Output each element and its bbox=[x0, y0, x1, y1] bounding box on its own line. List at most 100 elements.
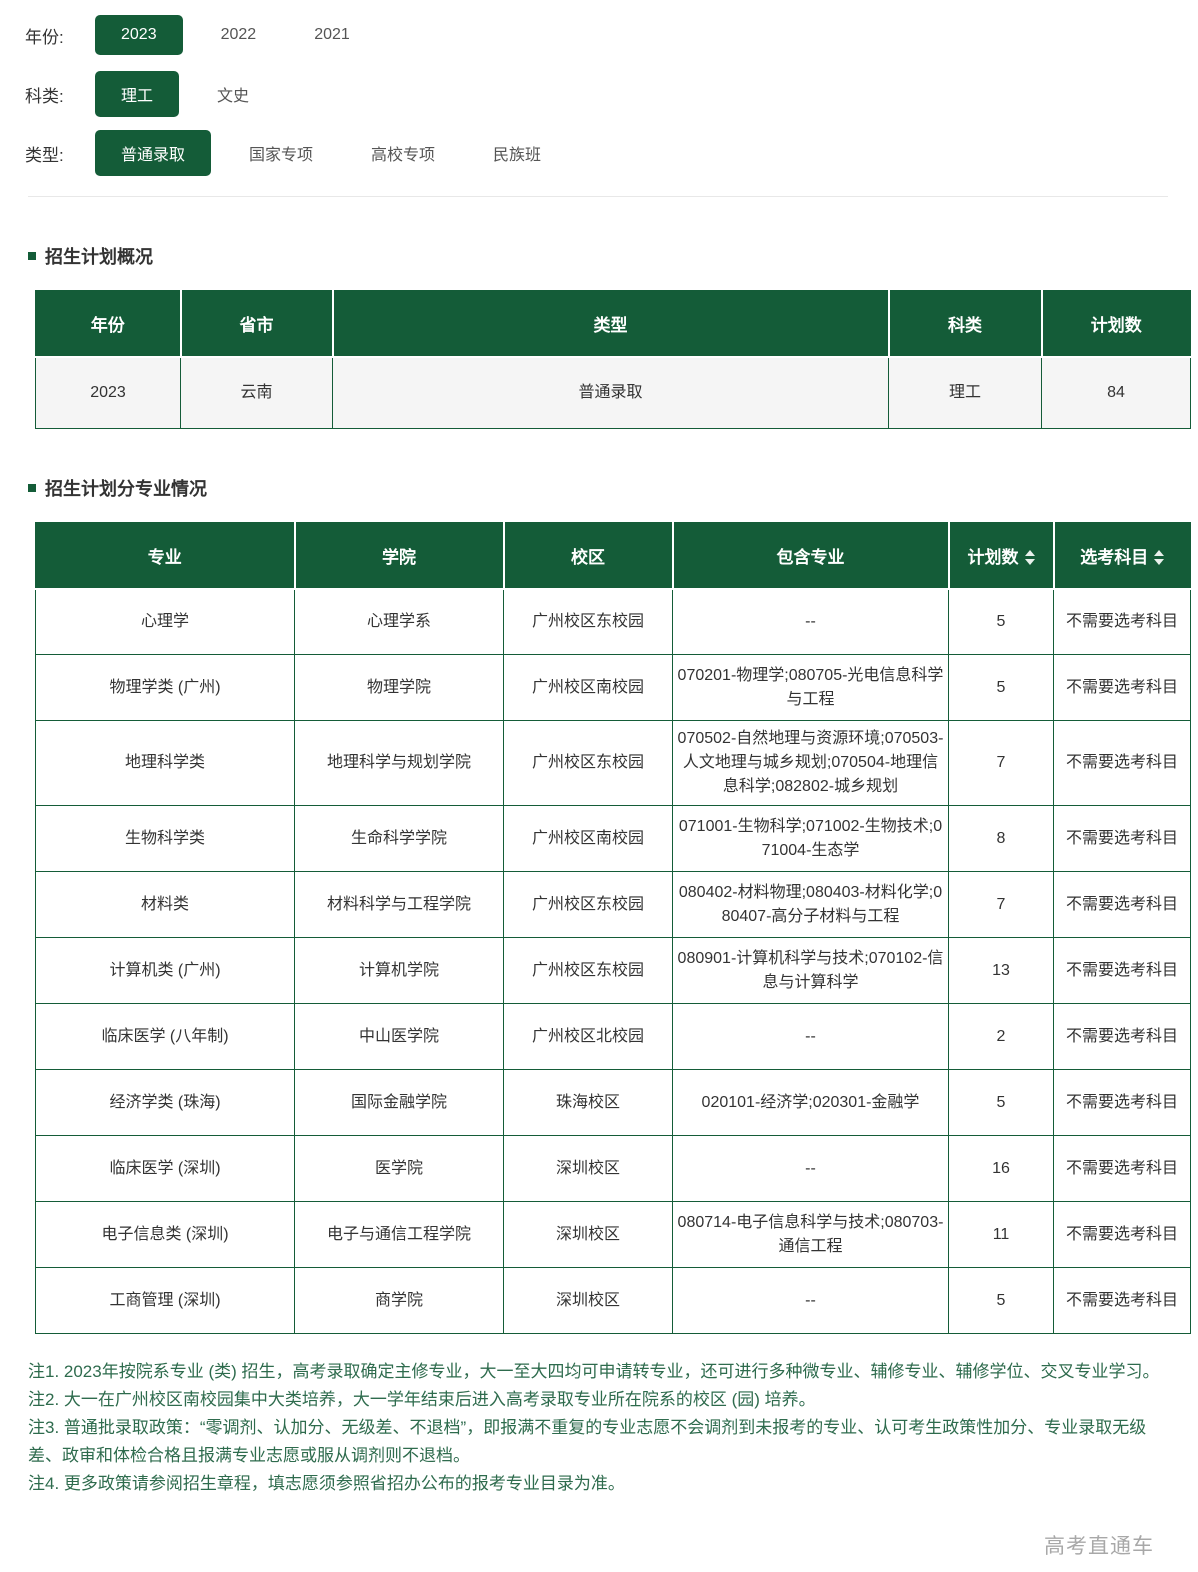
table-cell: 070502-自然地理与资源环境;070503-人文地理与城乡规划;070504… bbox=[672, 720, 949, 806]
table-cell: 计算机类 (广州) bbox=[35, 937, 295, 1004]
table-cell: 生命科学学院 bbox=[294, 805, 504, 872]
column-header-college: 学院 bbox=[294, 522, 505, 590]
table-cell: 11 bbox=[948, 1201, 1054, 1268]
table-cell: 16 bbox=[948, 1135, 1054, 1202]
filter-option-subject-liberal[interactable]: 文史 bbox=[217, 88, 250, 105]
table-cell: 国际金融学院 bbox=[294, 1069, 504, 1136]
table-cell: 工商管理 (深圳) bbox=[35, 1267, 295, 1334]
section-title-overview: 招生计划概况 bbox=[28, 243, 1198, 269]
table-cell: 不需要选考科目 bbox=[1053, 654, 1191, 721]
table-cell: 深圳校区 bbox=[503, 1201, 673, 1268]
table-cell: 地理科学类 bbox=[35, 720, 295, 806]
column-header-campus: 校区 bbox=[503, 522, 674, 590]
table-cell: 材料类 bbox=[35, 871, 295, 938]
filter-row-subject: 科类: 理工 文史 bbox=[25, 71, 1198, 117]
note-line: 注4. 更多政策请参阅招生章程，填志愿须参照省招办公布的报考专业目录为准。 bbox=[28, 1474, 625, 1493]
table-cell: 不需要选考科目 bbox=[1053, 871, 1191, 938]
column-header-year: 年份 bbox=[35, 290, 182, 358]
column-header-subject: 科类 bbox=[888, 290, 1043, 358]
table-cell: 临床医学 (八年制) bbox=[35, 1003, 295, 1070]
filter-option-subject-science[interactable]: 理工 bbox=[95, 71, 180, 117]
table-cell: 不需要选考科目 bbox=[1053, 1201, 1191, 1268]
table-cell: 不需要选考科目 bbox=[1053, 1069, 1191, 1136]
table-header-row: 年份 省市 类型 科类 计划数 bbox=[35, 290, 1191, 358]
table-cell: 计算机学院 bbox=[294, 937, 504, 1004]
table-cell: 2 bbox=[948, 1003, 1054, 1070]
table-cell: 080714-电子信息科学与技术;080703-通信工程 bbox=[672, 1201, 949, 1268]
filter-label-type: 类型: bbox=[25, 145, 64, 165]
square-bullet-icon bbox=[28, 252, 36, 260]
table-cell: -- bbox=[672, 1003, 949, 1070]
column-header-major: 专业 bbox=[35, 522, 296, 590]
note-line: 注1. 2023年按院系专业 (类) 招生，高考录取确定主修专业，大一至大四均可… bbox=[28, 1362, 1160, 1381]
table-cell: 7 bbox=[948, 720, 1054, 806]
table-cell: 13 bbox=[948, 937, 1054, 1004]
overview-table: 年份 省市 类型 科类 计划数 2023 云南 普通录取 理工 84 bbox=[35, 290, 1191, 429]
table-cell: 不需要选考科目 bbox=[1053, 1267, 1191, 1334]
table-cell: -- bbox=[672, 1135, 949, 1202]
watermark: 高考直通车 bbox=[1044, 1535, 1154, 1558]
table-row: 生物科学类 生命科学学院 广州校区南校园 071001-生物科学;071002-生物技… bbox=[35, 805, 1191, 872]
column-header-plan-count: 计划数 bbox=[1041, 290, 1191, 358]
table-cell: 不需要选考科目 bbox=[1053, 1003, 1191, 1070]
table-cell: 080901-计算机科学与技术;070102-信息与计算科学 bbox=[672, 937, 949, 1004]
table-cell: 物理学院 bbox=[294, 654, 504, 721]
table-cell: 医学院 bbox=[294, 1135, 504, 1202]
table-cell: -- bbox=[672, 588, 949, 655]
table-cell: 心理学系 bbox=[294, 588, 504, 655]
filter-option-type-regular[interactable]: 普通录取 bbox=[95, 130, 212, 176]
table-cell: 珠海校区 bbox=[503, 1069, 673, 1136]
column-header-plan-count-sortable[interactable]: 计划数 bbox=[948, 522, 1055, 590]
table-cell: 广州校区北校园 bbox=[503, 1003, 673, 1070]
table-cell: -- bbox=[672, 1267, 949, 1334]
column-header-label: 计划数 bbox=[967, 547, 1019, 567]
column-header-province: 省市 bbox=[180, 290, 334, 358]
column-header-exam-subjects-sortable[interactable]: 选考科目 bbox=[1053, 522, 1191, 590]
table-row: 经济学类 (珠海) 国际金融学院 珠海校区 020101-经济学;020301-金融学… bbox=[35, 1069, 1191, 1136]
table-cell: 商学院 bbox=[294, 1267, 504, 1334]
filter-row-year: 年份: 2023 2022 2021 bbox=[25, 12, 1198, 58]
table-cell: 普通录取 bbox=[332, 356, 889, 429]
table-cell: 不需要选考科目 bbox=[1053, 588, 1191, 655]
table-cell: 070201-物理学;080705-光电信息科学与工程 bbox=[672, 654, 949, 721]
note-line: 注3. 普通批录取政策：“零调剂、认加分、无级差、不退档”，即报满不重复的专业志… bbox=[28, 1418, 1147, 1465]
filter-label-subject: 科类: bbox=[25, 86, 64, 106]
filter-option-type-university[interactable]: 高校专项 bbox=[371, 147, 436, 164]
table-cell: 不需要选考科目 bbox=[1053, 937, 1191, 1004]
table-cell: 7 bbox=[948, 871, 1054, 938]
table-cell: 不需要选考科目 bbox=[1053, 805, 1191, 872]
table-cell: 地理科学与规划学院 bbox=[294, 720, 504, 806]
table-cell: 心理学 bbox=[35, 588, 295, 655]
table-row: 物理学类 (广州) 物理学院 广州校区南校园 070201-物理学;080705-光电… bbox=[35, 654, 1191, 721]
majors-table: 专业 学院 校区 包含专业 计划数 选考科目 心理学 心理学系 广州校区东校园 -- 5… bbox=[35, 522, 1191, 1334]
table-row: 工商管理 (深圳) 商学院 深圳校区 -- 5 不需要选考科目 bbox=[35, 1267, 1191, 1334]
majors-table-body: 心理学 心理学系 广州校区东校园 -- 5 不需要选考科目 物理学类 (广州) 物理学院 广州校… bbox=[35, 588, 1191, 1334]
sort-caret-icon[interactable] bbox=[1154, 549, 1165, 565]
table-cell: 电子信息类 (深圳) bbox=[35, 1201, 295, 1268]
section-title-text: 招生计划概况 bbox=[45, 247, 153, 267]
table-row: 材料类 材料科学与工程学院 广州校区东校园 080402-材料物理;080403-材料… bbox=[35, 871, 1191, 938]
table-cell: 不需要选考科目 bbox=[1053, 720, 1191, 806]
table-cell: 物理学类 (广州) bbox=[35, 654, 295, 721]
table-cell: 080402-材料物理;080403-材料化学;080407-高分子材料与工程 bbox=[672, 871, 949, 938]
table-header-row: 专业 学院 校区 包含专业 计划数 选考科目 bbox=[35, 522, 1191, 590]
filter-option-type-ethnic[interactable]: 民族班 bbox=[493, 147, 542, 164]
table-cell: 5 bbox=[948, 588, 1054, 655]
filter-option-type-national[interactable]: 国家专项 bbox=[249, 147, 314, 164]
table-cell: 广州校区南校园 bbox=[503, 654, 673, 721]
filter-option-year-2023[interactable]: 2023 bbox=[95, 15, 183, 55]
table-row: 2023 云南 普通录取 理工 84 bbox=[35, 356, 1191, 429]
table-cell: 云南 bbox=[180, 356, 333, 429]
filter-option-year-2021[interactable]: 2021 bbox=[314, 26, 350, 43]
filter-label-year: 年份: bbox=[25, 27, 64, 47]
table-cell: 中山医学院 bbox=[294, 1003, 504, 1070]
sort-caret-icon[interactable] bbox=[1024, 549, 1035, 565]
table-cell: 生物科学类 bbox=[35, 805, 295, 872]
table-row: 临床医学 (八年制) 中山医学院 广州校区北校园 -- 2 不需要选考科目 bbox=[35, 1003, 1191, 1070]
note-line: 注2. 大一在广州校区南校园集中大类培养，大一学年结束后进入高考录取专业所在院系… bbox=[28, 1390, 816, 1409]
table-row: 心理学 心理学系 广州校区东校园 -- 5 不需要选考科目 bbox=[35, 588, 1191, 655]
table-cell: 广州校区东校园 bbox=[503, 937, 673, 1004]
filter-option-year-2022[interactable]: 2022 bbox=[220, 26, 257, 43]
section-title-majors: 招生计划分专业情况 bbox=[28, 475, 1198, 501]
